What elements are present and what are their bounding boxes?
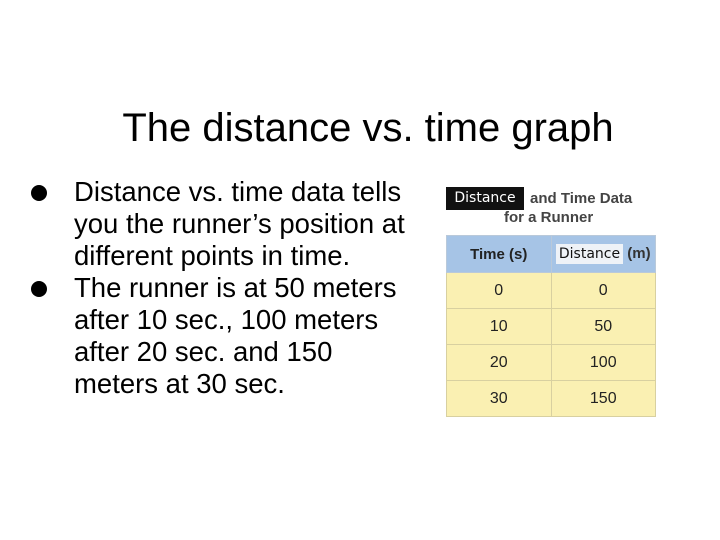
bullet-dot-icon [31, 185, 47, 201]
table-row: 20 100 [446, 344, 656, 381]
bullet-text: The runner is at 50 meters after 10 sec.… [74, 272, 397, 399]
bullet-dot-icon [31, 281, 47, 297]
cell-distance: 100 [550, 344, 656, 381]
distance-time-table: Time (s) Distance (m) 0 0 10 50 20 [446, 235, 656, 417]
slide-title: The distance vs. time graph [122, 106, 614, 150]
table-row: 30 150 [446, 380, 656, 417]
header-distance-label: Distance [555, 244, 624, 264]
cell-distance: 50 [550, 308, 656, 345]
bullet-text: Distance vs. time data tells you the run… [74, 176, 405, 271]
data-table-figure: Distance and Time Data for a Runner Time… [446, 184, 660, 420]
cell-time: 10 [446, 308, 552, 345]
cell-distance: 150 [550, 380, 656, 417]
header-distance: Distance (m) [550, 235, 656, 273]
table-header-row: Time (s) Distance (m) [446, 235, 656, 273]
bullet-list: Distance vs. time data tells you the run… [30, 176, 420, 400]
bullet-item: Distance vs. time data tells you the run… [30, 176, 420, 272]
cell-time: 0 [446, 272, 552, 309]
cell-distance: 0 [550, 272, 656, 309]
caption-subtitle: for a Runner [504, 209, 594, 226]
table-row: 0 0 [446, 272, 656, 309]
caption-overlay-label: Distance [446, 187, 524, 210]
table-row: 10 50 [446, 308, 656, 345]
bullet-item: The runner is at 50 meters after 10 sec.… [30, 272, 420, 400]
cell-time: 20 [446, 344, 552, 381]
caption-title: and Time Data [530, 190, 633, 207]
header-distance-unit: (m) [627, 245, 651, 262]
cell-time: 30 [446, 380, 552, 417]
header-time: Time (s) [446, 235, 552, 273]
